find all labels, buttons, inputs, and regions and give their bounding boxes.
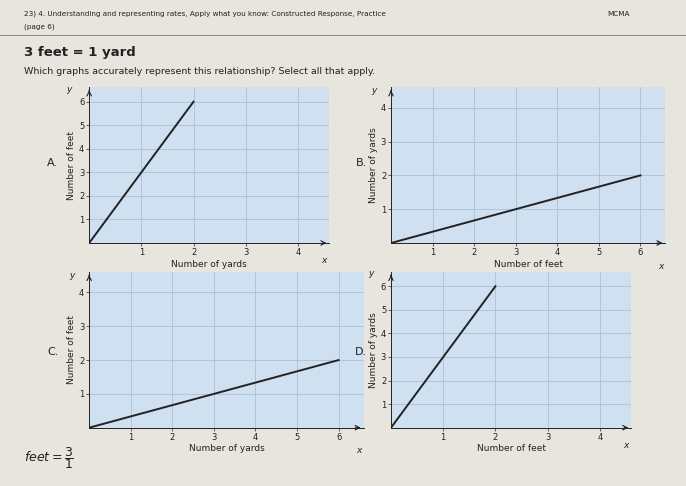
Text: $x$: $x$ — [623, 441, 630, 450]
Text: $y$: $y$ — [368, 270, 375, 280]
Text: Which graphs accurately represent this relationship? Select all that apply.: Which graphs accurately represent this r… — [24, 67, 375, 76]
Y-axis label: Number of feet: Number of feet — [67, 131, 76, 200]
Text: B.: B. — [356, 158, 367, 168]
Text: $x$: $x$ — [659, 261, 666, 271]
Text: (page 6): (page 6) — [24, 24, 55, 30]
Y-axis label: Number of feet: Number of feet — [67, 315, 76, 384]
Text: $y$: $y$ — [371, 86, 379, 97]
Y-axis label: Number of yards: Number of yards — [369, 312, 378, 388]
X-axis label: Number of feet: Number of feet — [494, 260, 563, 269]
Y-axis label: Number of yards: Number of yards — [369, 127, 378, 203]
X-axis label: Number of yards: Number of yards — [172, 260, 247, 269]
Text: $y$: $y$ — [69, 271, 77, 282]
Text: $x$: $x$ — [357, 446, 364, 455]
Text: $x$: $x$ — [321, 256, 329, 265]
Text: A.: A. — [47, 158, 58, 168]
Text: D.: D. — [355, 347, 367, 357]
X-axis label: Number of feet: Number of feet — [477, 444, 545, 453]
Text: $feet = \dfrac{3}{1}$: $feet = \dfrac{3}{1}$ — [24, 445, 74, 470]
Text: 3 feet = 1 yard: 3 feet = 1 yard — [24, 46, 136, 59]
Text: C.: C. — [47, 347, 58, 357]
Text: 23) 4. Understanding and representing rates, Apply what you know: Constructed Re: 23) 4. Understanding and representing ra… — [24, 11, 386, 17]
X-axis label: Number of yards: Number of yards — [189, 444, 264, 453]
Text: $y$: $y$ — [66, 85, 73, 96]
Text: MCMA: MCMA — [607, 11, 630, 17]
